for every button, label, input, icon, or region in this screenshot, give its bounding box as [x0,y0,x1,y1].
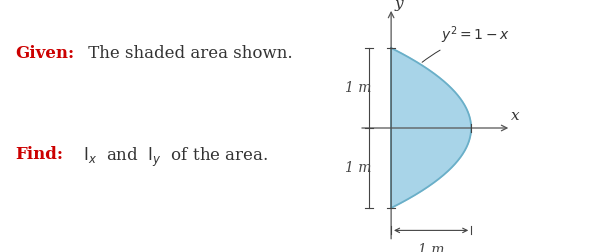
Text: 1 m: 1 m [418,243,445,252]
Text: The shaded area shown.: The shaded area shown. [83,45,292,62]
Text: Find:: Find: [15,146,63,163]
Text: 1 m: 1 m [345,81,372,95]
Text: x: x [511,109,519,123]
Text: $y^2 = 1 - x$: $y^2 = 1 - x$ [422,24,510,62]
Text: y: y [394,0,403,11]
Text: $\mathrm{I}_x$  and  $\mathrm{I}_y$  of the area.: $\mathrm{I}_x$ and $\mathrm{I}_y$ of the… [83,146,268,169]
Text: Given:: Given: [15,45,74,62]
Text: 1 m: 1 m [345,161,372,175]
Polygon shape [391,48,471,208]
